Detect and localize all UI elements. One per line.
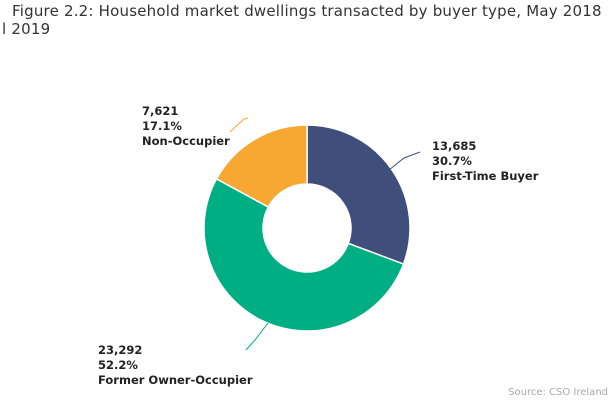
data-label-former-owner-occupier-percent-label: 52.2%	[98, 358, 138, 372]
data-label-non-occupier-value-label: 7,621	[142, 104, 178, 118]
data-label-first-time-buyer-percent-label: 30.7%	[432, 154, 472, 168]
data-label-first-time-buyer-value-label: 13,685	[432, 139, 476, 153]
leader-line-first-time-buyer	[388, 151, 421, 171]
chart-title-continued: l 2019	[2, 20, 51, 38]
leader-line-former-owner-occupier	[245, 322, 269, 351]
slice-non-occupier[interactable]	[215, 124, 308, 209]
slice-former-owner-occupier[interactable]	[203, 177, 405, 332]
data-label-non-occupier-name-label: Non-Occupier	[142, 134, 230, 148]
data-label-first-time-buyer-name-label: First-Time Buyer	[432, 169, 539, 183]
chart-title: Figure 2.2: Household market dwellings t…	[12, 2, 602, 20]
data-label-former-owner-occupier-name-label: Former Owner-Occupier	[98, 373, 253, 387]
leader-line-non-occupier	[229, 117, 249, 133]
slice-first-time-buyer[interactable]	[306, 124, 411, 265]
data-label-former-owner-occupier-value-label: 23,292	[98, 343, 142, 357]
source-note: Source: CSO Ireland	[508, 387, 608, 398]
data-label-non-occupier-percent-label: 17.1%	[142, 119, 182, 133]
